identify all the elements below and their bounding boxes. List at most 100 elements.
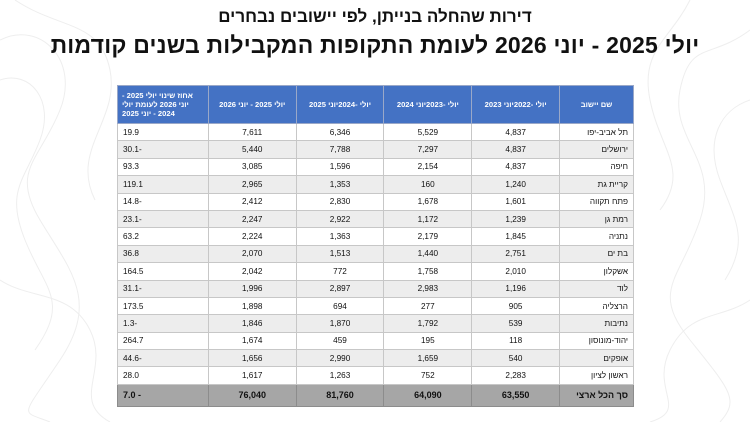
- city-name-cell: בת ים: [559, 244, 634, 264]
- value-cell: 277: [383, 296, 473, 316]
- value-cell: 5,440: [207, 140, 297, 159]
- value-cell: 2,965: [207, 175, 297, 194]
- city-name-cell: תל אביב-יפו: [559, 122, 634, 142]
- table-body: תל אביב-יפו 4,837 5,529 6,346 7,611 19.9 ירושל…: [117, 122, 634, 407]
- column-header: אחוז שינוי יולי 2025 - יוני 2026 לעומת י…: [117, 85, 209, 124]
- value-cell: 2,042: [207, 262, 297, 281]
- value-cell: 2,179: [383, 227, 473, 246]
- table-row: אופקים 540 1,659 2,990 1,656 -44.6: [117, 349, 634, 368]
- value-cell: 2,897: [295, 279, 385, 298]
- city-name-cell: פתח תקווה: [559, 192, 634, 211]
- city-name-cell: סך הכל ארצי: [559, 383, 634, 407]
- city-name-cell: לוד: [559, 279, 634, 298]
- value-cell: 2,751: [471, 244, 561, 264]
- change-percent-cell: 173.5: [117, 296, 209, 316]
- value-cell: 1,440: [383, 244, 473, 264]
- value-cell: 1,678: [383, 192, 473, 211]
- table-row: נתניה 1,845 2,179 1,363 2,224 63.2: [117, 227, 634, 246]
- value-cell: 2,154: [383, 157, 473, 177]
- value-cell: 2,922: [295, 209, 385, 229]
- city-name-cell: הרצליה: [559, 296, 634, 316]
- value-cell: 64,090: [383, 383, 473, 407]
- value-cell: 539: [471, 314, 561, 333]
- value-cell: 81,760: [295, 383, 385, 407]
- value-cell: 1,240: [471, 175, 561, 194]
- value-cell: 1,363: [295, 227, 385, 246]
- table-row: ראשון לציון 2,283 752 1,263 1,617 28.0: [117, 366, 634, 385]
- value-cell: 694: [295, 296, 385, 316]
- value-cell: 5,529: [383, 122, 473, 142]
- table-row: רמת גן 1,239 1,172 2,922 2,247 -23.1: [117, 209, 634, 229]
- value-cell: 76,040: [207, 383, 297, 407]
- value-cell: 459: [295, 331, 385, 351]
- table-row: קריית גת 1,240 160 1,353 2,965 119.1: [117, 175, 634, 194]
- value-cell: 1,596: [295, 157, 385, 177]
- value-cell: 2,412: [207, 192, 297, 211]
- change-percent-cell: -44.6: [117, 349, 209, 368]
- page-title: יולי 2025 - יוני 2026 לעומת התקופות המקב…: [50, 32, 700, 58]
- table-row: ירושלים 4,837 7,297 7,788 5,440 -30.1: [117, 140, 634, 159]
- value-cell: 1,846: [207, 314, 297, 333]
- value-cell: 905: [471, 296, 561, 316]
- table-total-row: סך הכל ארצי 63,550 64,090 81,760 76,040- 7.0: [117, 383, 634, 407]
- value-cell: 195: [383, 331, 473, 351]
- value-cell: 1,659: [383, 349, 473, 368]
- change-percent-cell: -1.3: [117, 314, 209, 333]
- value-cell: 1,792: [383, 314, 473, 333]
- value-cell: 63,550: [471, 383, 561, 407]
- value-cell: 1,196: [471, 279, 561, 298]
- value-cell: 1,353: [295, 175, 385, 194]
- value-cell: 1,870: [295, 314, 385, 333]
- value-cell: 2,224: [207, 227, 297, 246]
- table-row: תל אביב-יפו 4,837 5,529 6,346 7,611 19.9: [117, 122, 634, 142]
- value-cell: 1,845: [471, 227, 561, 246]
- city-name-cell: ראשון לציון: [559, 366, 634, 385]
- city-name-cell: אופקים: [559, 349, 634, 368]
- change-percent-cell: -14.8: [117, 192, 209, 211]
- column-header: שם יישוב: [559, 85, 634, 124]
- table-header-row: שם יישוב יולי -2022יוני 2023 יולי -2023י…: [117, 85, 634, 124]
- city-name-cell: נתיבות: [559, 314, 634, 333]
- value-cell: 7,297: [383, 140, 473, 159]
- change-percent-cell: 28.0: [117, 366, 209, 385]
- change-percent-cell: -23.1: [117, 209, 209, 229]
- column-header: יולי -2023יוני 2024: [383, 85, 473, 124]
- city-name-cell: רמת גן: [559, 209, 634, 229]
- value-cell: 4,837: [471, 157, 561, 177]
- value-cell: 2,247: [207, 209, 297, 229]
- value-cell: 1,513: [295, 244, 385, 264]
- column-header: יולי 2025 - יוני 2026: [207, 85, 297, 124]
- value-cell: 2,830: [295, 192, 385, 211]
- column-header: יולי -2022יוני 2023: [471, 85, 561, 124]
- value-cell: 3,085: [207, 157, 297, 177]
- value-cell: 118: [471, 331, 561, 351]
- table-row: יהוד-מונוסון 118 195 459 1,674 264.7: [117, 331, 634, 351]
- value-cell: 7,611: [207, 122, 297, 142]
- change-percent-cell: 93.3: [117, 157, 209, 177]
- city-name-cell: אשקלון: [559, 262, 634, 281]
- housing-starts-table: שם יישוב יולי -2022יוני 2023 יולי -2023י…: [117, 85, 634, 407]
- value-cell: 7,788: [295, 140, 385, 159]
- value-cell: 4,837: [471, 122, 561, 142]
- change-percent-cell: 264.7: [117, 331, 209, 351]
- change-percent-cell: 63.2: [117, 227, 209, 246]
- change-percent-cell: -30.1: [117, 140, 209, 159]
- value-cell: 2,070: [207, 244, 297, 264]
- page-header: דירות שהחלה בנייתן, לפי יישובים נבחרים י…: [0, 6, 750, 60]
- column-header: יולי -2024יוני 2025: [295, 85, 385, 124]
- table-row: לוד 1,196 2,983 2,897 1,996 -31.1: [117, 279, 634, 298]
- change-percent-cell: 19.9: [117, 122, 209, 142]
- table-row: הרצליה 905 277 694 1,898 173.5: [117, 296, 634, 316]
- value-cell: 1,239: [471, 209, 561, 229]
- city-name-cell: יהוד-מונוסון: [559, 331, 634, 351]
- value-cell: 1,674: [207, 331, 297, 351]
- value-cell: 1,898: [207, 296, 297, 316]
- value-cell: 1,617: [207, 366, 297, 385]
- city-name-cell: חיפה: [559, 157, 634, 177]
- value-cell: 1,656: [207, 349, 297, 368]
- change-percent-cell: - 7.0: [117, 383, 209, 407]
- value-cell: 2,983: [383, 279, 473, 298]
- city-name-cell: נתניה: [559, 227, 634, 246]
- value-cell: 540: [471, 349, 561, 368]
- value-cell: 160: [383, 175, 473, 194]
